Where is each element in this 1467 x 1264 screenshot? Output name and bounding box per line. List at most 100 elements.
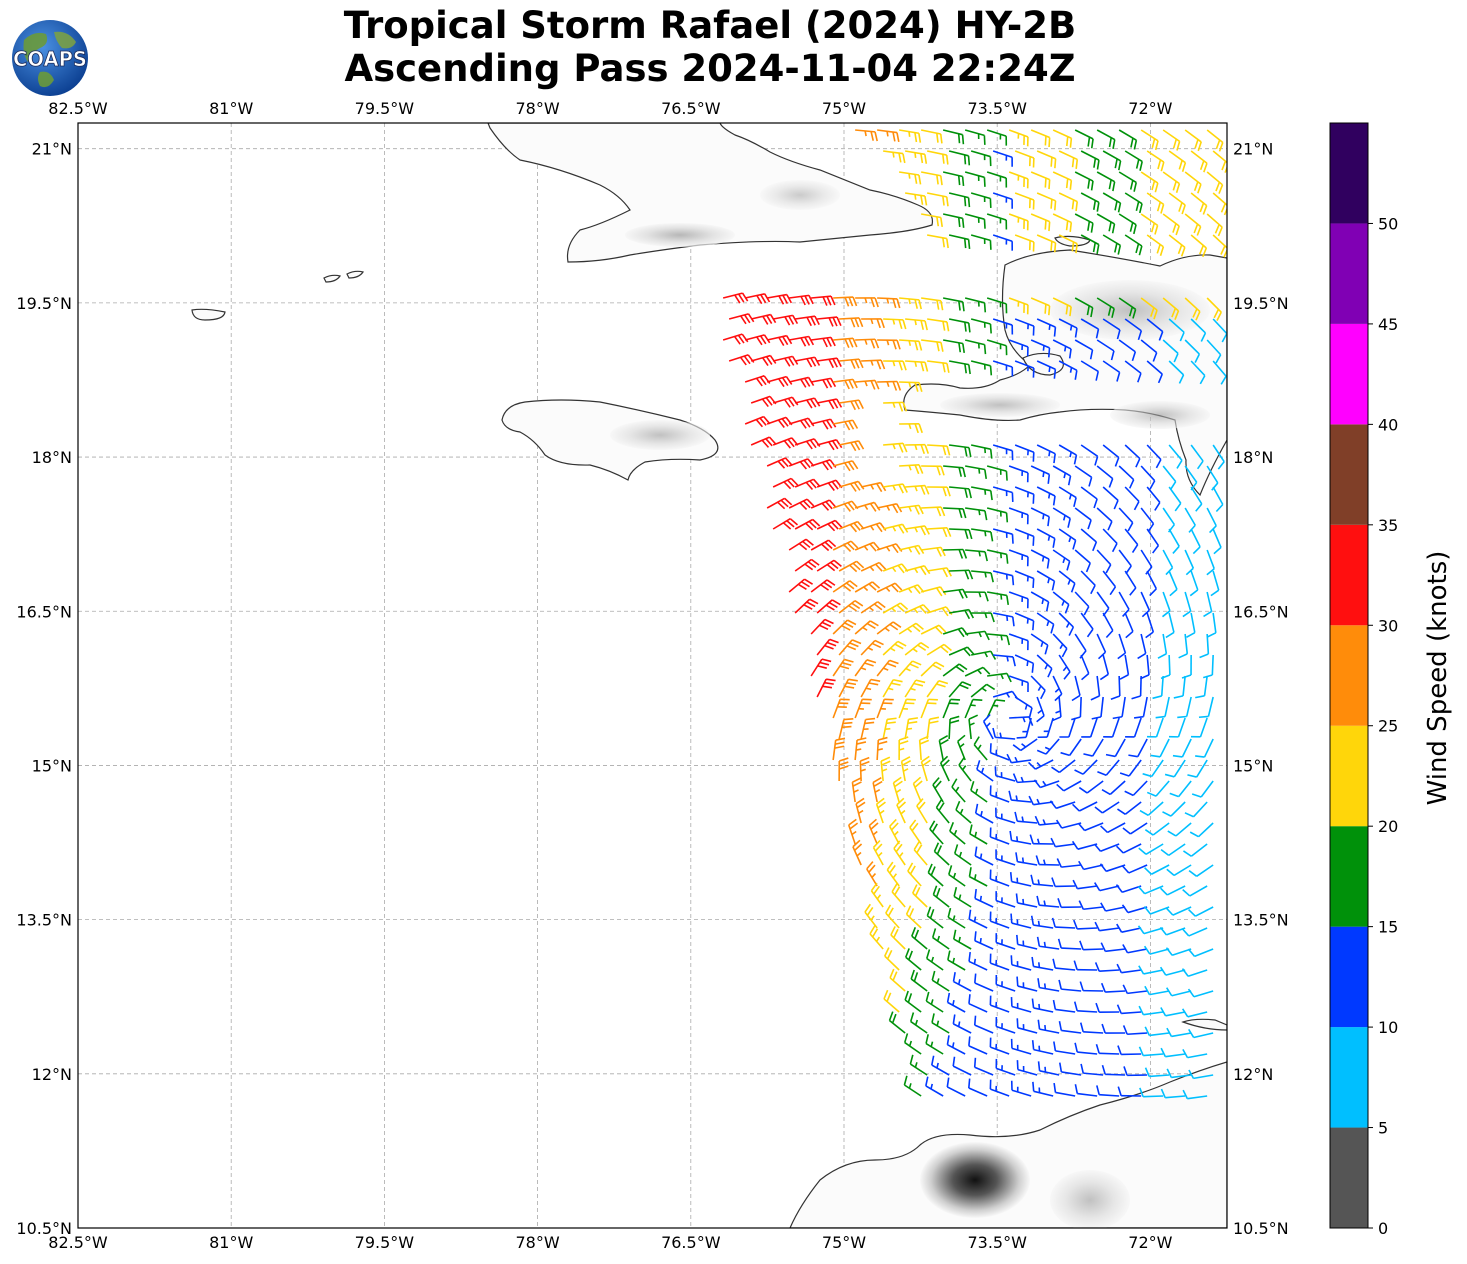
wind-barb: [839, 317, 864, 328]
wind-barb: [1010, 913, 1032, 929]
wind-barb: [926, 906, 944, 929]
wind-barb: [750, 436, 777, 448]
wind-barb: [927, 360, 950, 373]
wind-barb: [1009, 872, 1032, 887]
wind-barb: [1008, 129, 1029, 147]
wind-barb: [1051, 696, 1062, 722]
wind-barb: [1181, 927, 1208, 937]
wind-barb: [1074, 465, 1093, 487]
colorbar-segment: [1330, 725, 1368, 827]
wind-barb: [1036, 234, 1057, 253]
wind-barb: [992, 444, 1014, 461]
wind-barb: [1036, 738, 1060, 755]
chart-title: Tropical Storm Rafael (2024) HY-2B Ascen…: [200, 4, 1220, 90]
wind-barb: [1052, 213, 1073, 232]
wind-barb: [882, 563, 909, 574]
wind-barb: [847, 818, 859, 845]
wind-barb: [1008, 549, 1029, 567]
wind-barb: [728, 354, 755, 366]
wind-barb: [992, 318, 1014, 335]
wind-barb: [1206, 213, 1223, 237]
wind-barb: [1053, 1082, 1076, 1097]
title-line-2: Ascending Pass 2024-11-04 22:24Z: [344, 47, 1076, 90]
wind-barb: [1146, 528, 1160, 554]
wind-barb: [1139, 801, 1164, 817]
wind-barb: [1146, 150, 1165, 172]
wind-barb: [1008, 297, 1029, 315]
wind-barb: [832, 540, 859, 553]
wind-barb: [1035, 855, 1060, 866]
wind-barb: [921, 297, 944, 311]
wind-barb: [1168, 234, 1186, 257]
wind-barb: [788, 498, 815, 511]
wind-barb: [986, 297, 1008, 314]
wind-barb: [971, 570, 994, 583]
wind-barb: [1074, 297, 1094, 318]
wind-barb: [1162, 339, 1179, 363]
wind-barb: [1168, 486, 1182, 512]
wind-barb: [788, 376, 815, 388]
wind-barb: [1188, 1069, 1214, 1080]
wind-barb: [1030, 213, 1051, 232]
lon-label-bottom: 75°W: [822, 1233, 866, 1252]
wind-barb: [876, 659, 899, 677]
wind-barb: [948, 150, 971, 166]
wind-barb: [1116, 963, 1142, 974]
wind-barb: [898, 736, 909, 761]
wind-barb: [1059, 717, 1076, 738]
wind-barb: [1190, 234, 1208, 258]
wind-barb: [912, 776, 923, 803]
colorbar-tick-label: 30: [1378, 616, 1398, 635]
wind-barb: [1110, 675, 1121, 701]
wind-barb: [1203, 654, 1214, 679]
wind-barb: [1008, 591, 1029, 609]
wind-barb: [1078, 900, 1104, 911]
wind-barb: [920, 624, 947, 635]
wind-barb: [904, 565, 931, 576]
wind-barb: [882, 523, 909, 534]
wind-barb: [916, 798, 928, 824]
wind-barb: [970, 192, 992, 208]
wind-barb: [1036, 486, 1056, 506]
wind-barb: [1101, 1023, 1126, 1034]
wind-barb: [1052, 633, 1068, 658]
wind-barb: [1058, 1062, 1082, 1076]
wind-barb: [810, 459, 837, 471]
wind-barb: [1093, 843, 1120, 853]
wind-barb: [854, 659, 877, 677]
wind-barb: [832, 658, 854, 677]
wind-barb: [1071, 675, 1081, 702]
wind-barb: [1056, 780, 1082, 792]
wind-barb: [949, 608, 975, 620]
wind-barb: [882, 602, 909, 614]
wind-barb: [810, 499, 837, 511]
wind-barb: [1008, 675, 1029, 692]
wind-barb: [1049, 800, 1076, 810]
wind-barb: [876, 543, 903, 554]
wind-barb: [905, 525, 930, 536]
wind-barb: [905, 150, 928, 164]
wind-barb: [1146, 570, 1158, 597]
map-frame: [77, 122, 1228, 1229]
wind-barb: [968, 1078, 988, 1097]
wind-barb: [816, 439, 843, 451]
wind-barb: [750, 395, 777, 408]
wind-barb: [1187, 948, 1214, 958]
wind-barb: [1031, 1040, 1054, 1055]
wind-barb: [903, 1075, 922, 1097]
wind-barb: [876, 621, 902, 635]
wind-barb: [1010, 955, 1032, 971]
wind-barb: [1102, 486, 1119, 510]
colorbar-segment: [1330, 625, 1368, 726]
wind-barb: [1100, 902, 1126, 912]
wind-barb: [918, 735, 930, 761]
wind-barb: [789, 335, 815, 347]
wind-barb: [968, 909, 988, 929]
wind-barb: [1036, 696, 1045, 723]
wind-barb: [1101, 780, 1126, 796]
wind-barb: [1090, 675, 1101, 701]
wind-barb: [885, 904, 900, 929]
wind-barb: [912, 884, 928, 908]
wind-barb: [1140, 213, 1159, 235]
